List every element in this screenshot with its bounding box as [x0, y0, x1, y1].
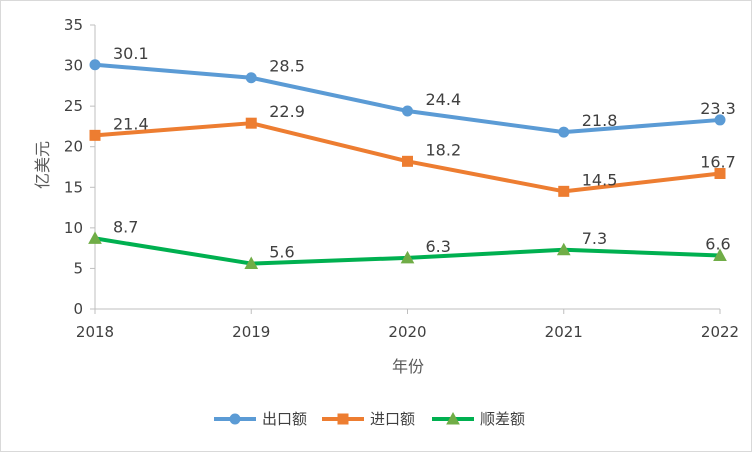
y-tick-label: 15: [64, 178, 83, 196]
data-label: 14.5: [582, 170, 618, 189]
x-tick-label: 2019: [232, 323, 270, 341]
data-label: 16.7: [700, 152, 736, 171]
data-label: 6.3: [426, 237, 451, 256]
data-point-marker: [89, 129, 101, 141]
data-point-marker: [88, 231, 102, 244]
data-point-marker: [714, 114, 726, 126]
data-label: 30.1: [113, 44, 149, 63]
data-point-marker: [245, 117, 257, 129]
y-tick-label: 35: [64, 16, 83, 34]
legend: 出口额 进口额 顺差额: [214, 410, 525, 428]
data-point-marker: [244, 256, 259, 270]
legend-marker-swatch: [446, 411, 460, 425]
y-tick-label: 0: [73, 300, 83, 318]
data-point-marker: [556, 242, 571, 256]
y-tick-label: 10: [64, 219, 83, 237]
data-label: 6.6: [705, 234, 730, 253]
data-label: 21.8: [582, 111, 618, 130]
data-labels: 30.1 28.5 24.4 21.8 23.3 21.4 22.9 18.2 14.5 16.7…: [113, 44, 736, 262]
data-label: 24.4: [426, 90, 462, 109]
data-point-marker: [558, 126, 570, 138]
legend-entry-label: 顺差额: [480, 410, 525, 428]
legend-marker-swatch: [337, 413, 349, 425]
y-tick-label: 5: [73, 259, 83, 277]
x-tick-label: 2018: [76, 323, 114, 341]
series-line: [93, 62, 722, 135]
x-tick-label: 2022: [701, 323, 739, 341]
data-label: 18.2: [426, 140, 462, 159]
data-label: 23.3: [700, 99, 736, 118]
data-point-marker: [558, 185, 570, 197]
legend-entry-label: 进口额: [370, 410, 415, 428]
data-label: 21.4: [113, 114, 149, 133]
data-label: 28.5: [269, 57, 305, 76]
legend-entry-label: 出口额: [262, 410, 307, 428]
data-point-marker: [713, 248, 727, 261]
data-point-marker: [89, 59, 101, 71]
series-group: [88, 59, 727, 270]
data-label: 7.3: [582, 229, 607, 248]
data-point-marker: [402, 105, 413, 117]
legend-marker-swatch: [229, 413, 241, 425]
x-tick-label: 2020: [388, 323, 426, 341]
y-tick-label: 25: [64, 97, 83, 115]
data-label: 22.9: [269, 102, 305, 121]
data-point-marker: [714, 167, 726, 179]
x-tick-label: 2021: [545, 323, 583, 341]
data-point-marker: [402, 155, 413, 167]
data-label: 8.7: [113, 217, 138, 236]
data-label: 5.6: [269, 243, 294, 262]
data-point-marker: [400, 250, 415, 264]
y-tick-label: 30: [64, 57, 83, 75]
x-axis-title: 年份: [392, 357, 424, 376]
data-point-marker: [245, 72, 257, 84]
axes: [90, 24, 721, 314]
y-axis-title: 亿美元: [33, 141, 52, 189]
tick-labels: 0 5 10 15 20 25 30 35 2018 2019 2020 2021 2022: [64, 16, 739, 341]
y-tick-label: 20: [64, 138, 83, 156]
